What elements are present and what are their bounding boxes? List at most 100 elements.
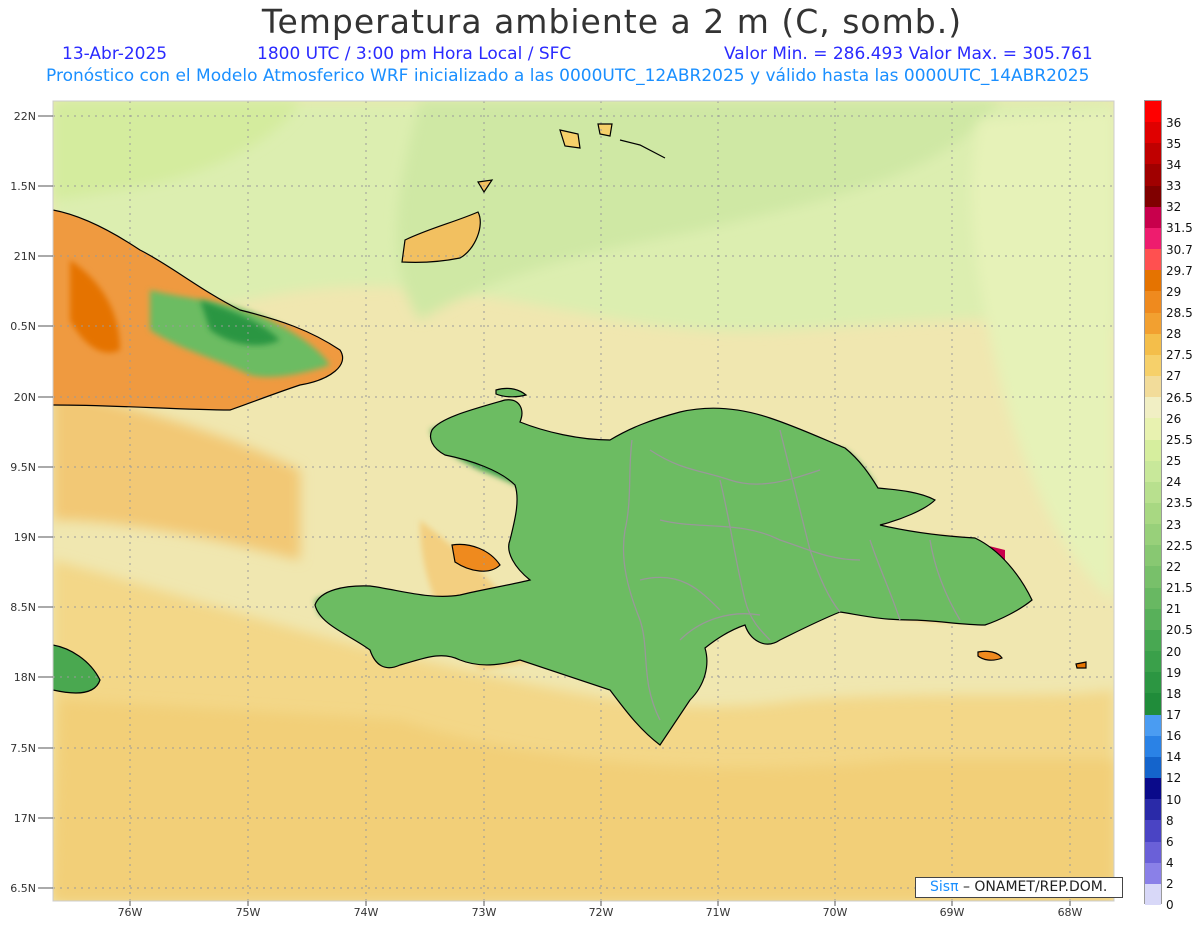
- colorbar-swatch: [1145, 883, 1161, 906]
- colorbar-label: 26.5: [1166, 390, 1193, 405]
- sispi-logo-text: Sisπ: [930, 879, 959, 895]
- colorbar-swatch: [1145, 778, 1161, 800]
- valid-time: 1800 UTC / 3:00 pm Hora Local / SFC: [257, 44, 572, 64]
- colorbar-swatch: [1145, 270, 1161, 292]
- lat-label: 0.5N: [10, 320, 36, 333]
- colorbar-label: 30.7: [1166, 242, 1193, 257]
- colorbar-swatch: [1145, 799, 1161, 821]
- colorbar-label: 21.5: [1166, 581, 1193, 596]
- lat-label: 8.5N: [10, 601, 36, 614]
- colorbar-swatch: [1145, 397, 1161, 419]
- credit-org: – ONAMET/REP.DOM.: [958, 879, 1108, 895]
- lat-label: 6.5N: [10, 882, 36, 895]
- colorbar-swatch: [1145, 376, 1161, 398]
- longitude-ticks: [129, 901, 1071, 906]
- colorbar-label: 25: [1166, 454, 1182, 469]
- lat-label: 7.5N: [10, 742, 36, 755]
- colorbar-label: 18: [1166, 686, 1182, 701]
- colorbar-swatch: [1145, 841, 1161, 864]
- colorbar-label: 36: [1166, 115, 1182, 130]
- lat-label: 21N: [14, 250, 36, 263]
- colorbar-label: 32: [1166, 200, 1182, 215]
- colorbar-swatch: [1145, 714, 1161, 737]
- province-borders: [622, 429, 961, 721]
- latitude-labels: 22N 1.5N 21N 0.5N 20N 9.5N 19N 8.5N 18N …: [10, 110, 36, 895]
- colorbar-swatch: [1145, 164, 1161, 187]
- credit-box: Sisπ – ONAMET/REP.DOM.: [915, 877, 1123, 898]
- longitude-labels: 76W 75W 74W 73W 72W 71W 70W 69W 68W: [118, 906, 1083, 919]
- colorbar-swatch: [1145, 524, 1161, 546]
- lat-label: 17N: [14, 812, 36, 825]
- colorbar-label: 23: [1166, 517, 1182, 532]
- colorbar-swatch: [1145, 629, 1161, 652]
- colorbar-label: 26: [1166, 411, 1182, 426]
- colorbar-label: 17: [1166, 708, 1182, 722]
- colorbar-label: 14: [1166, 750, 1182, 765]
- colorbar-label: 34: [1166, 157, 1182, 172]
- colorbar-label: 28.5: [1166, 306, 1193, 320]
- colorbar-swatch: [1145, 481, 1161, 504]
- latitude-ticks: [38, 115, 53, 889]
- lon-label: 74W: [354, 906, 379, 919]
- colorbar-swatch: [1145, 735, 1161, 758]
- colorbar-swatch: [1145, 227, 1161, 250]
- colorbar-label: 21: [1166, 602, 1182, 617]
- colorbar-swatch: [1145, 545, 1161, 567]
- colorbar-label: 10: [1166, 792, 1182, 807]
- lat-label: 22N: [14, 110, 36, 123]
- colorbar-swatch: [1145, 608, 1161, 631]
- colorbar-swatch: [1145, 651, 1161, 673]
- colorbar-swatch: [1145, 249, 1161, 271]
- colorbar-label: 29.7: [1166, 263, 1193, 278]
- lat-label: 19N: [14, 531, 36, 544]
- colorbar-swatch: [1145, 503, 1161, 525]
- lon-label: 71W: [706, 906, 731, 919]
- colorbar-label: 2: [1166, 877, 1174, 892]
- colorbar-label: 8: [1166, 813, 1174, 828]
- colorbar-swatch: [1145, 862, 1161, 885]
- colorbar-swatch: [1145, 333, 1161, 356]
- colorbar-label: 22.5: [1166, 538, 1193, 553]
- colorbar-label: 12: [1166, 771, 1182, 786]
- colorbar-swatch: [1145, 756, 1161, 779]
- colorbar-swatch: [1145, 122, 1161, 144]
- lat-label: 20N: [14, 391, 36, 404]
- colorbar-swatch: [1145, 693, 1161, 716]
- valid-date: 13-Abr-2025: [62, 44, 168, 64]
- lat-label: 1.5N: [10, 180, 36, 193]
- colorbar-swatch: [1145, 566, 1161, 589]
- colorbar-swatch: [1145, 820, 1161, 843]
- colorbar-swatch: [1145, 143, 1161, 165]
- colorbar-swatch: [1145, 354, 1161, 377]
- colorbar-swatch: [1145, 185, 1161, 208]
- lat-label: 9.5N: [10, 461, 36, 474]
- min-max-values: Valor Min. = 286.493 Valor Max. = 305.76…: [724, 44, 1093, 64]
- colorbar-label: 24: [1166, 475, 1182, 490]
- colorbar-swatch: [1145, 291, 1161, 314]
- lon-label: 72W: [589, 906, 614, 919]
- lon-label: 75W: [236, 906, 261, 919]
- colorbar-label: 20.5: [1166, 623, 1193, 638]
- colorbar-swatch: [1145, 672, 1161, 694]
- colorbar-label: 6: [1166, 834, 1174, 849]
- colorbar-label: 29: [1166, 284, 1182, 299]
- colorbar-swatch: [1145, 460, 1161, 483]
- colorbar-label: 19: [1166, 665, 1182, 680]
- colorbar-label: 27.5: [1166, 348, 1193, 363]
- colorbar-swatch: [1145, 312, 1161, 335]
- lon-label: 76W: [118, 906, 143, 919]
- temperature-colorbar: [1144, 100, 1162, 906]
- colorbar-swatch: [1145, 206, 1161, 229]
- lon-label: 70W: [823, 906, 848, 919]
- colorbar-swatch: [1145, 418, 1161, 441]
- lat-label: 18N: [14, 671, 36, 684]
- lon-label: 68W: [1058, 906, 1083, 919]
- colorbar-label: 33: [1166, 179, 1182, 194]
- map-title: Temperatura ambiente a 2 m (C, somb.): [261, 2, 963, 41]
- colorbar-label: 35: [1166, 136, 1182, 151]
- colorbar-label: 20: [1166, 644, 1182, 659]
- colorbar-label: 27: [1166, 369, 1182, 384]
- colorbar-label: 28: [1166, 327, 1182, 342]
- colorbar-label: 16: [1166, 729, 1182, 744]
